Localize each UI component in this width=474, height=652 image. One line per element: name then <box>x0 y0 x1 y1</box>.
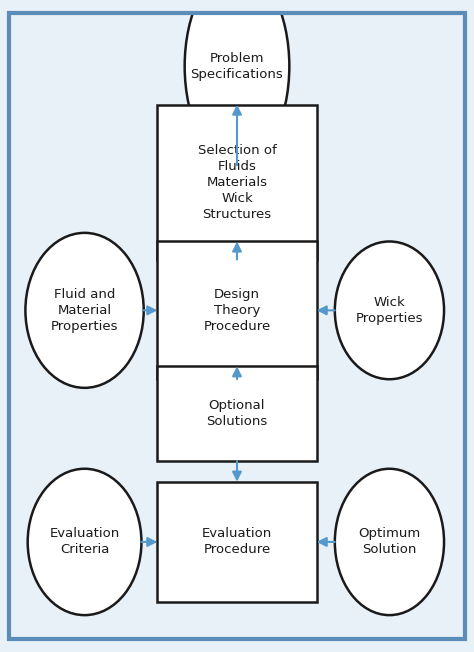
Text: Evaluation
Procedure: Evaluation Procedure <box>202 527 272 556</box>
Ellipse shape <box>335 241 444 379</box>
Bar <box>157 104 317 259</box>
Bar <box>157 241 317 379</box>
Text: Design
Theory
Procedure: Design Theory Procedure <box>203 288 271 333</box>
Ellipse shape <box>27 469 141 615</box>
Text: Optimum
Solution: Optimum Solution <box>358 527 420 556</box>
Bar <box>157 482 317 602</box>
Text: Problem
Specifications: Problem Specifications <box>191 52 283 81</box>
Text: Optional
Solutions: Optional Solutions <box>206 399 268 428</box>
Text: Fluid and
Material
Properties: Fluid and Material Properties <box>51 288 118 333</box>
Ellipse shape <box>335 469 444 615</box>
Text: Selection of
Fluids
Materials
Wick
Structures: Selection of Fluids Materials Wick Struc… <box>198 143 276 220</box>
Text: Evaluation
Criteria: Evaluation Criteria <box>49 527 120 556</box>
Text: Wick
Properties: Wick Properties <box>356 296 423 325</box>
Bar <box>157 366 317 461</box>
Ellipse shape <box>26 233 144 388</box>
Ellipse shape <box>185 0 289 165</box>
